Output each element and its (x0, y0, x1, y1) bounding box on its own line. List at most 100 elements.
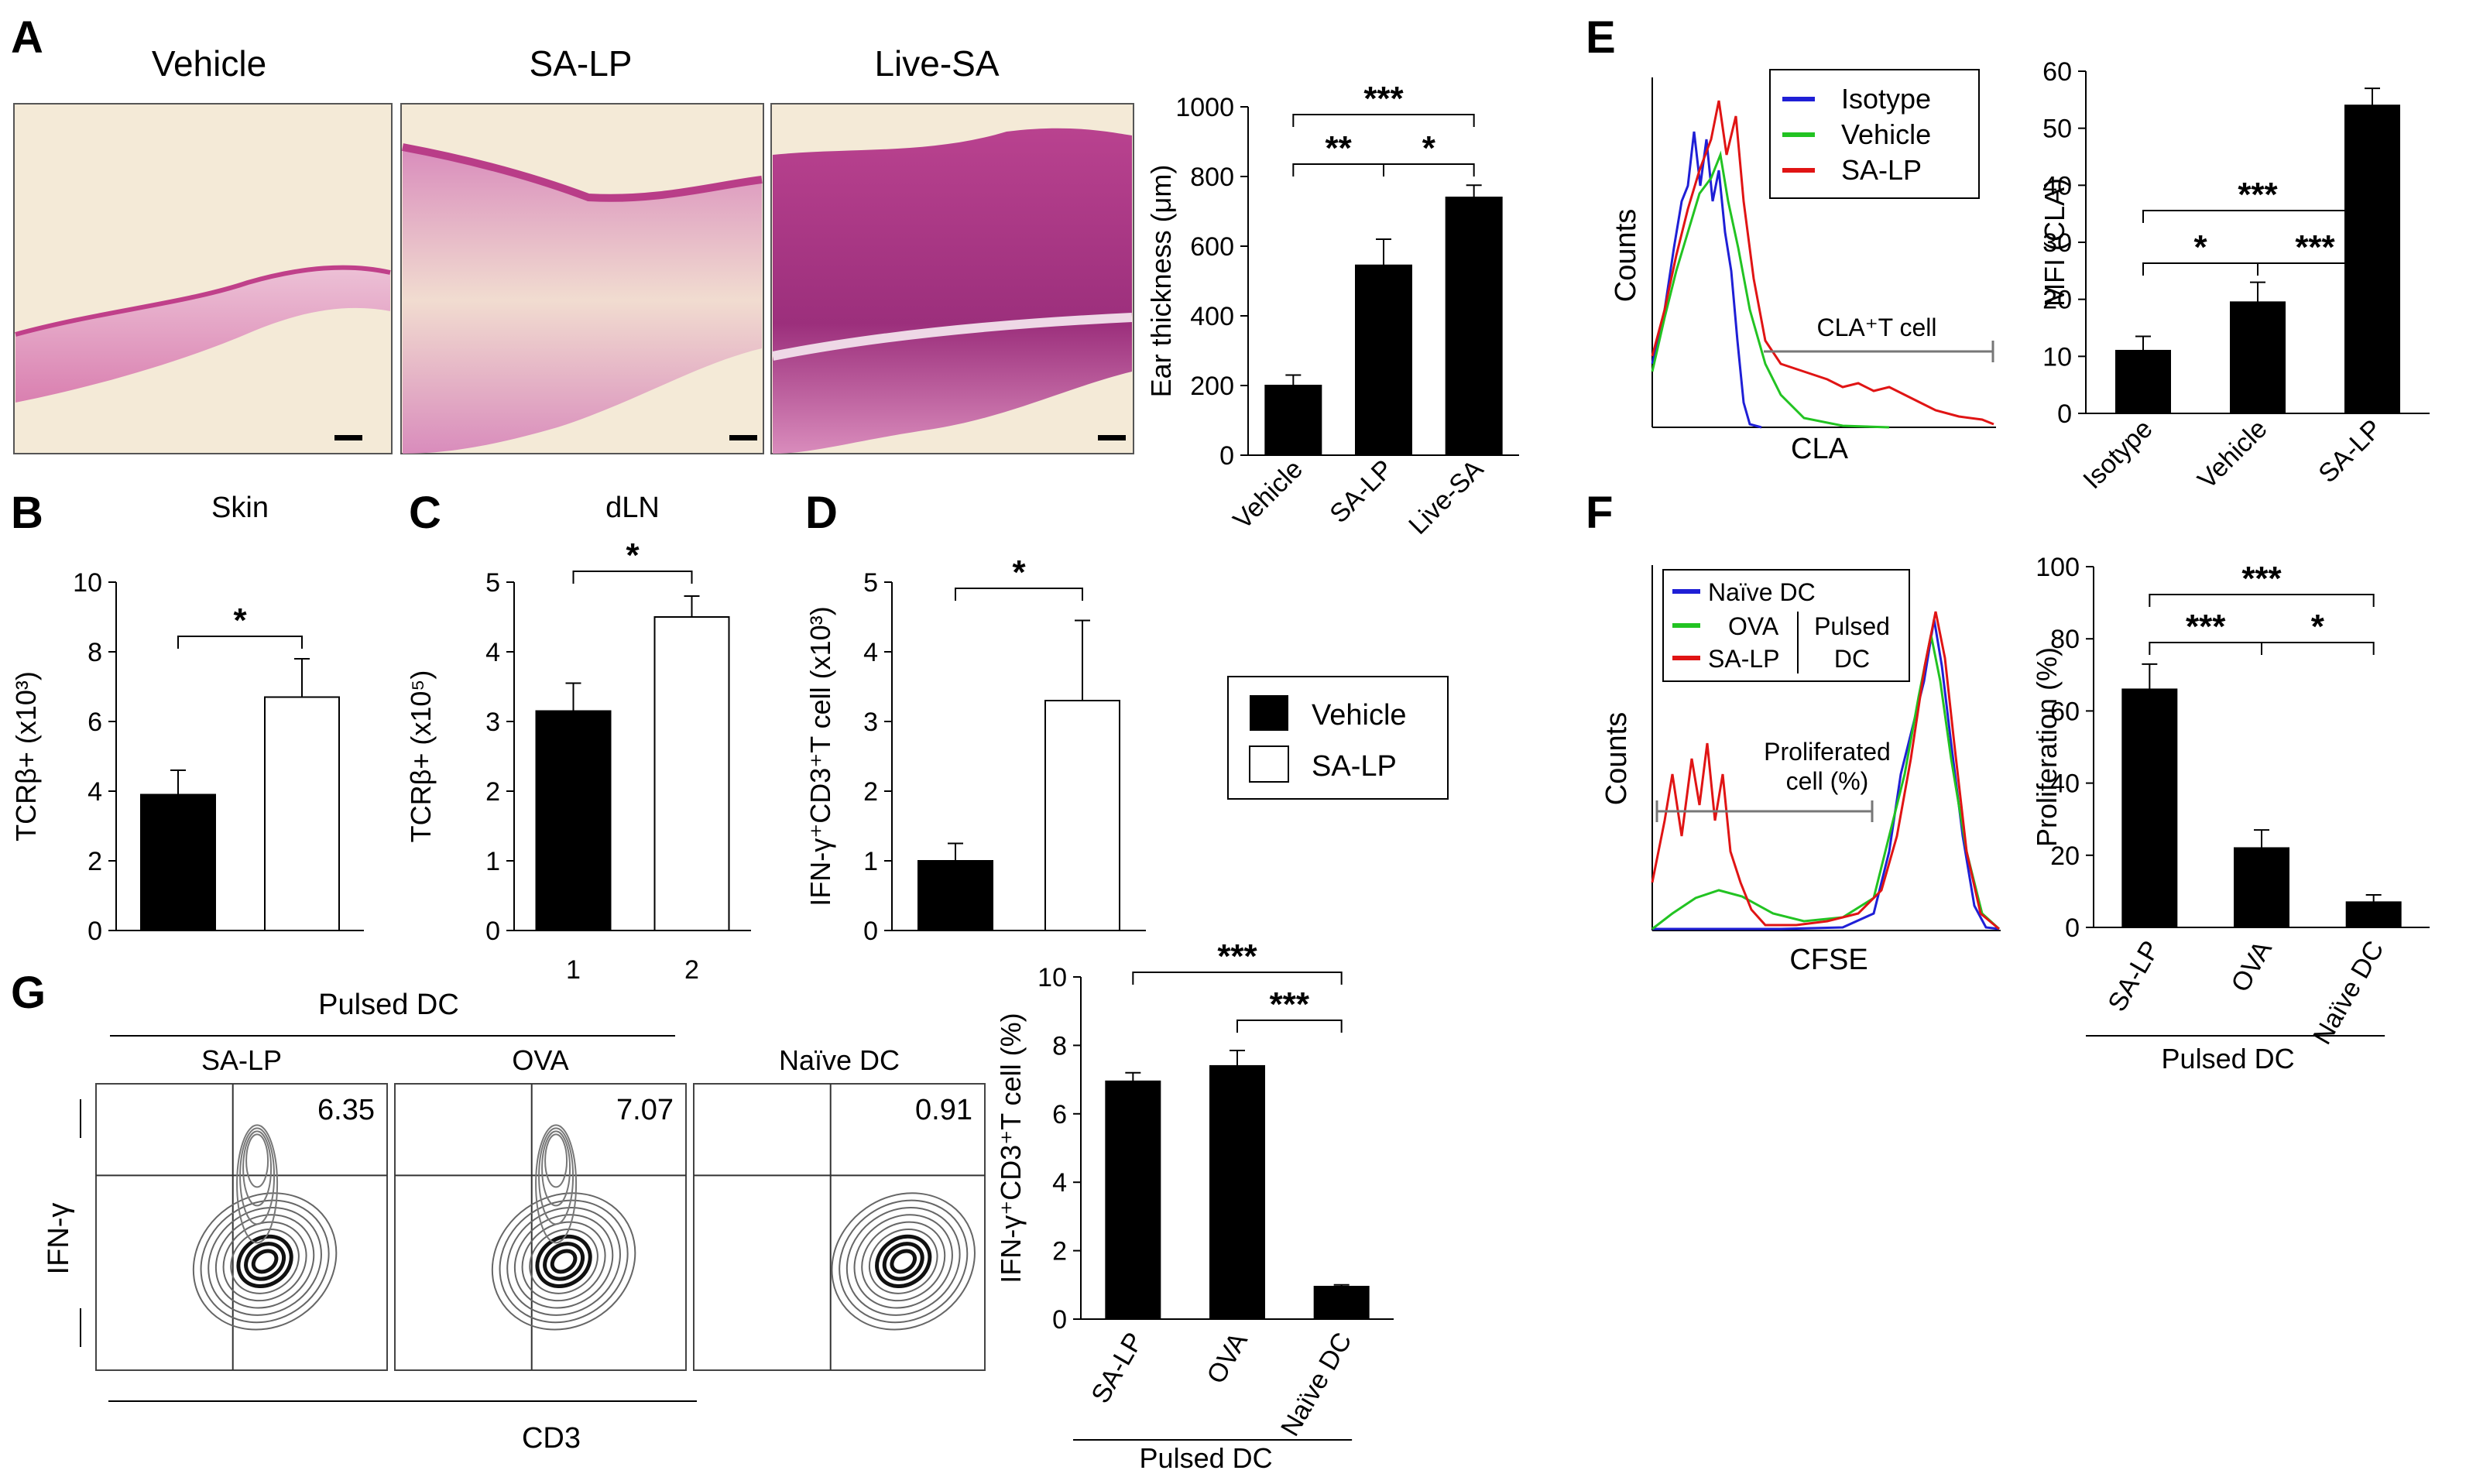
y-tick-label: 3 (863, 708, 878, 737)
y-tick-label: 2 (863, 777, 878, 807)
flow-plot-frame (693, 1083, 986, 1371)
legend-swatch-salp (1249, 745, 1289, 783)
group-label: Pulsed DC (2162, 1043, 2295, 1074)
significance-label: *** (1217, 937, 1257, 975)
y-tick-label: 1000 (1175, 93, 1234, 122)
x-tick-label: SA-LP (2102, 936, 2166, 1016)
bar (917, 860, 993, 931)
panel-label-f: F (1586, 488, 1613, 538)
bar (535, 710, 612, 931)
contour-ring (882, 1242, 924, 1281)
y-axis-label: Ear thickness (μm) (1145, 165, 1177, 398)
y-tick-label: 20 (2050, 841, 2080, 871)
bar (653, 616, 730, 931)
y-axis-label: Proliferation (%) (2031, 647, 2063, 847)
bar (2121, 688, 2178, 928)
y-tick-label: 2 (485, 777, 500, 807)
panel-label-d: D (805, 488, 838, 538)
y-tick-label: 1 (863, 847, 878, 876)
y-tick-label: 0 (1052, 1305, 1067, 1335)
significance-label: *** (1363, 80, 1404, 118)
contour-ring (861, 1221, 946, 1302)
y-tick-label: 3 (485, 708, 500, 737)
y-tick-label: 40 (2042, 171, 2072, 200)
legend-vehicle-salp: Vehicle SA-LP (1227, 676, 1449, 800)
bar (1445, 197, 1503, 456)
contour-ring (491, 1192, 636, 1331)
y-tick-label: 800 (1190, 163, 1234, 192)
histogram-cla-salp-curve (1651, 100, 1994, 426)
histogram-cfse-xlabel: CFSE (1789, 944, 1868, 976)
y-tick-label: 0 (1219, 441, 1234, 471)
significance-label: *** (2295, 228, 2335, 266)
contour-ring (236, 1234, 293, 1288)
chart-ear-thickness: 0 200 400 600 800 1000 Ear thickness (μm) Vehic… (1145, 80, 1519, 540)
y-axis-label: TCRβ+ (x10⁵) (405, 670, 437, 843)
flow-plot: Naïve DC 0.91 (693, 1044, 986, 1371)
y-tick-label: 50 (2042, 115, 2072, 144)
group-label: Pulsed DC (1140, 1442, 1273, 1474)
y-tick-label: 4 (485, 638, 500, 667)
x-tick-label: Vehicle (2192, 414, 2272, 495)
histogram-cla-ylabel: Counts (1610, 209, 1642, 302)
x-tick-label: OVA (1201, 1328, 1254, 1389)
flow-plot: OVA 7.07 (394, 1044, 687, 1371)
significance-bracket (2261, 642, 2375, 655)
chart-title: Skin (211, 492, 269, 524)
significance-bracket (955, 588, 1083, 601)
bar (1355, 264, 1412, 456)
histogram-cfse-salp-curve (1651, 611, 2000, 930)
histology-vehicle: Vehicle (13, 43, 393, 454)
significance-bracket (2257, 262, 2373, 276)
bar (1209, 1064, 1265, 1321)
histology-title: Vehicle (152, 43, 266, 84)
y-tick-label: 8 (87, 638, 102, 667)
x-tick-label: SA-LP (2313, 414, 2387, 488)
contour-ring-upper (236, 1124, 279, 1244)
y-tick-label: 100 (2036, 553, 2080, 582)
flow-group-label: Pulsed DC (318, 989, 459, 1021)
contour-ring-upper (544, 1133, 568, 1188)
bar (2344, 105, 2400, 414)
histogram-cla: Counts CLA CLA⁺T cell Isotype Vehicle SA… (1610, 69, 1996, 465)
x-tick-label: Live-SA (1403, 454, 1489, 540)
y-tick-label: 0 (2065, 913, 2080, 943)
histology-title: Live-SA (874, 43, 999, 84)
histogram-cfse-gate-label-2: cell (%) (1786, 767, 1869, 795)
contour-ring-upper (538, 1127, 574, 1225)
significance-bracket (1383, 163, 1475, 177)
x-tick-label: 1 (566, 955, 581, 985)
y-tick-label: 10 (1038, 963, 1067, 992)
contour-ring-upper (535, 1124, 578, 1244)
bar (140, 793, 216, 931)
y-tick-label: 600 (1190, 232, 1234, 262)
flow-plots: Pulsed DC IFN-γ CD3 SA-LP 6.35 OVA 7.07 Naïv… (43, 989, 986, 1455)
y-tick-label: 1 (485, 847, 500, 876)
histology-live-sa: Live-SA (770, 43, 1134, 454)
significance-label: *** (2186, 608, 2226, 646)
contour-ring (208, 1206, 322, 1316)
x-tick-label: Isotype (2077, 414, 2158, 495)
bar (264, 696, 340, 931)
legend-label-vehicle: Vehicle (1312, 699, 1407, 732)
panel-label-a: A (11, 12, 43, 63)
contour-ring (543, 1242, 585, 1281)
y-tick-label: 200 (1190, 372, 1234, 401)
y-tick-label: 60 (2042, 57, 2072, 87)
y-tick-label: 400 (1190, 302, 1234, 331)
chart-ifng-cd3-percent: 0 2 4 6 8 10 IFN-γ⁺CD3⁺T cell (%) SA-LP OVA Naïve… (995, 937, 1394, 1474)
y-tick-label: 8 (1052, 1031, 1067, 1061)
flow-ylabel: IFN-γ (43, 1203, 75, 1275)
histogram-cla-xlabel: CLA (1791, 433, 1849, 465)
x-tick-label: Naïve DC (1275, 1328, 1358, 1441)
x-tick-label: SA-LP (1324, 454, 1398, 529)
panel-label-g: G (11, 968, 46, 1018)
histogram-cfse-naive-curve (1652, 619, 2000, 930)
y-axis-label: IFN-γ⁺CD3⁺T cell (%) (995, 1013, 1027, 1283)
y-tick-label: 10 (73, 568, 102, 598)
contour-ring (845, 1206, 961, 1316)
contour-ring (890, 1249, 917, 1274)
significance-bracket (1292, 114, 1475, 127)
flow-plot-frame (394, 1083, 687, 1371)
bar (1044, 700, 1120, 931)
